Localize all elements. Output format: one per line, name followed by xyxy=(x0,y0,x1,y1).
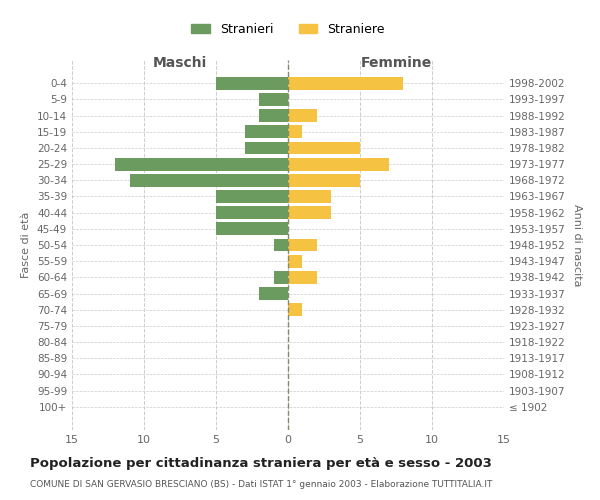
Bar xyxy=(288,303,302,316)
Bar xyxy=(288,254,302,268)
Bar xyxy=(288,271,317,284)
Bar xyxy=(288,142,360,154)
Bar xyxy=(115,158,288,170)
Bar xyxy=(216,77,288,90)
Bar xyxy=(288,77,403,90)
Bar xyxy=(259,93,288,106)
Bar xyxy=(130,174,288,187)
Text: COMUNE DI SAN GERVASIO BRESCIANO (BS) - Dati ISTAT 1° gennaio 2003 - Elaborazion: COMUNE DI SAN GERVASIO BRESCIANO (BS) - … xyxy=(30,480,493,489)
Bar xyxy=(288,190,331,203)
Bar xyxy=(274,271,288,284)
Y-axis label: Fasce di età: Fasce di età xyxy=(22,212,31,278)
Text: Maschi: Maschi xyxy=(153,56,207,70)
Bar xyxy=(259,109,288,122)
Bar xyxy=(259,287,288,300)
Y-axis label: Anni di nascita: Anni di nascita xyxy=(572,204,582,286)
Bar xyxy=(216,206,288,219)
Bar xyxy=(245,142,288,154)
Bar xyxy=(274,238,288,252)
Legend: Stranieri, Straniere: Stranieri, Straniere xyxy=(186,18,390,41)
Bar xyxy=(288,174,360,187)
Bar xyxy=(216,190,288,203)
Bar xyxy=(288,126,302,138)
Bar xyxy=(245,126,288,138)
Bar xyxy=(288,109,317,122)
Bar xyxy=(288,238,317,252)
Text: Femmine: Femmine xyxy=(361,56,431,70)
Text: Popolazione per cittadinanza straniera per età e sesso - 2003: Popolazione per cittadinanza straniera p… xyxy=(30,458,492,470)
Bar xyxy=(288,206,331,219)
Bar xyxy=(216,222,288,235)
Bar xyxy=(288,158,389,170)
